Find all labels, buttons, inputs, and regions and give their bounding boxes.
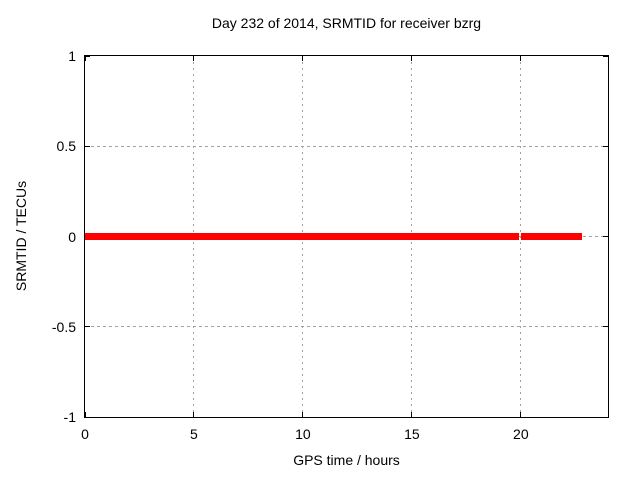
x-tick-mark [302, 56, 304, 61]
x-tick-label: 5 [190, 426, 198, 442]
y-tick-mark [85, 416, 90, 418]
y-tick-mark [85, 145, 90, 147]
y-tick-mark [85, 326, 90, 328]
y-tick-label: -1 [63, 409, 76, 425]
grid-line-horizontal [85, 326, 608, 328]
x-tick-mark [84, 56, 86, 61]
chart-title: Day 232 of 2014, SRMTID for receiver bzr… [211, 15, 482, 31]
grid-line-horizontal [85, 145, 608, 147]
y-tick-mark [603, 416, 608, 418]
x-tick-mark [84, 412, 86, 417]
y-tick-label: -0.5 [51, 318, 76, 335]
x-tick-label: 15 [404, 426, 420, 442]
y-tick-label: 1 [68, 48, 76, 64]
y-tick-mark [603, 326, 608, 328]
y-tick-label: 0.5 [56, 138, 76, 155]
x-tick-mark [520, 56, 522, 61]
x-tick-mark [193, 56, 195, 61]
x-tick-label: 20 [513, 426, 529, 442]
x-tick-label: 0 [81, 426, 89, 442]
series-line-segment [85, 233, 519, 240]
y-tick-mark [85, 55, 90, 57]
x-tick-mark [411, 56, 413, 61]
plot-area [84, 55, 609, 418]
x-tick-mark [520, 412, 522, 417]
y-tick-mark [603, 55, 608, 57]
y-tick-mark [603, 236, 608, 237]
x-tick-mark [193, 412, 195, 417]
x-tick-mark [302, 412, 304, 417]
x-tick-mark [411, 412, 413, 417]
y-tick-label: 0 [68, 228, 76, 245]
y-tick-mark [603, 145, 608, 147]
series-line-segment [520, 233, 582, 240]
x-axis-label: GPS time / hours [293, 452, 400, 468]
x-tick-label: 10 [295, 426, 311, 442]
